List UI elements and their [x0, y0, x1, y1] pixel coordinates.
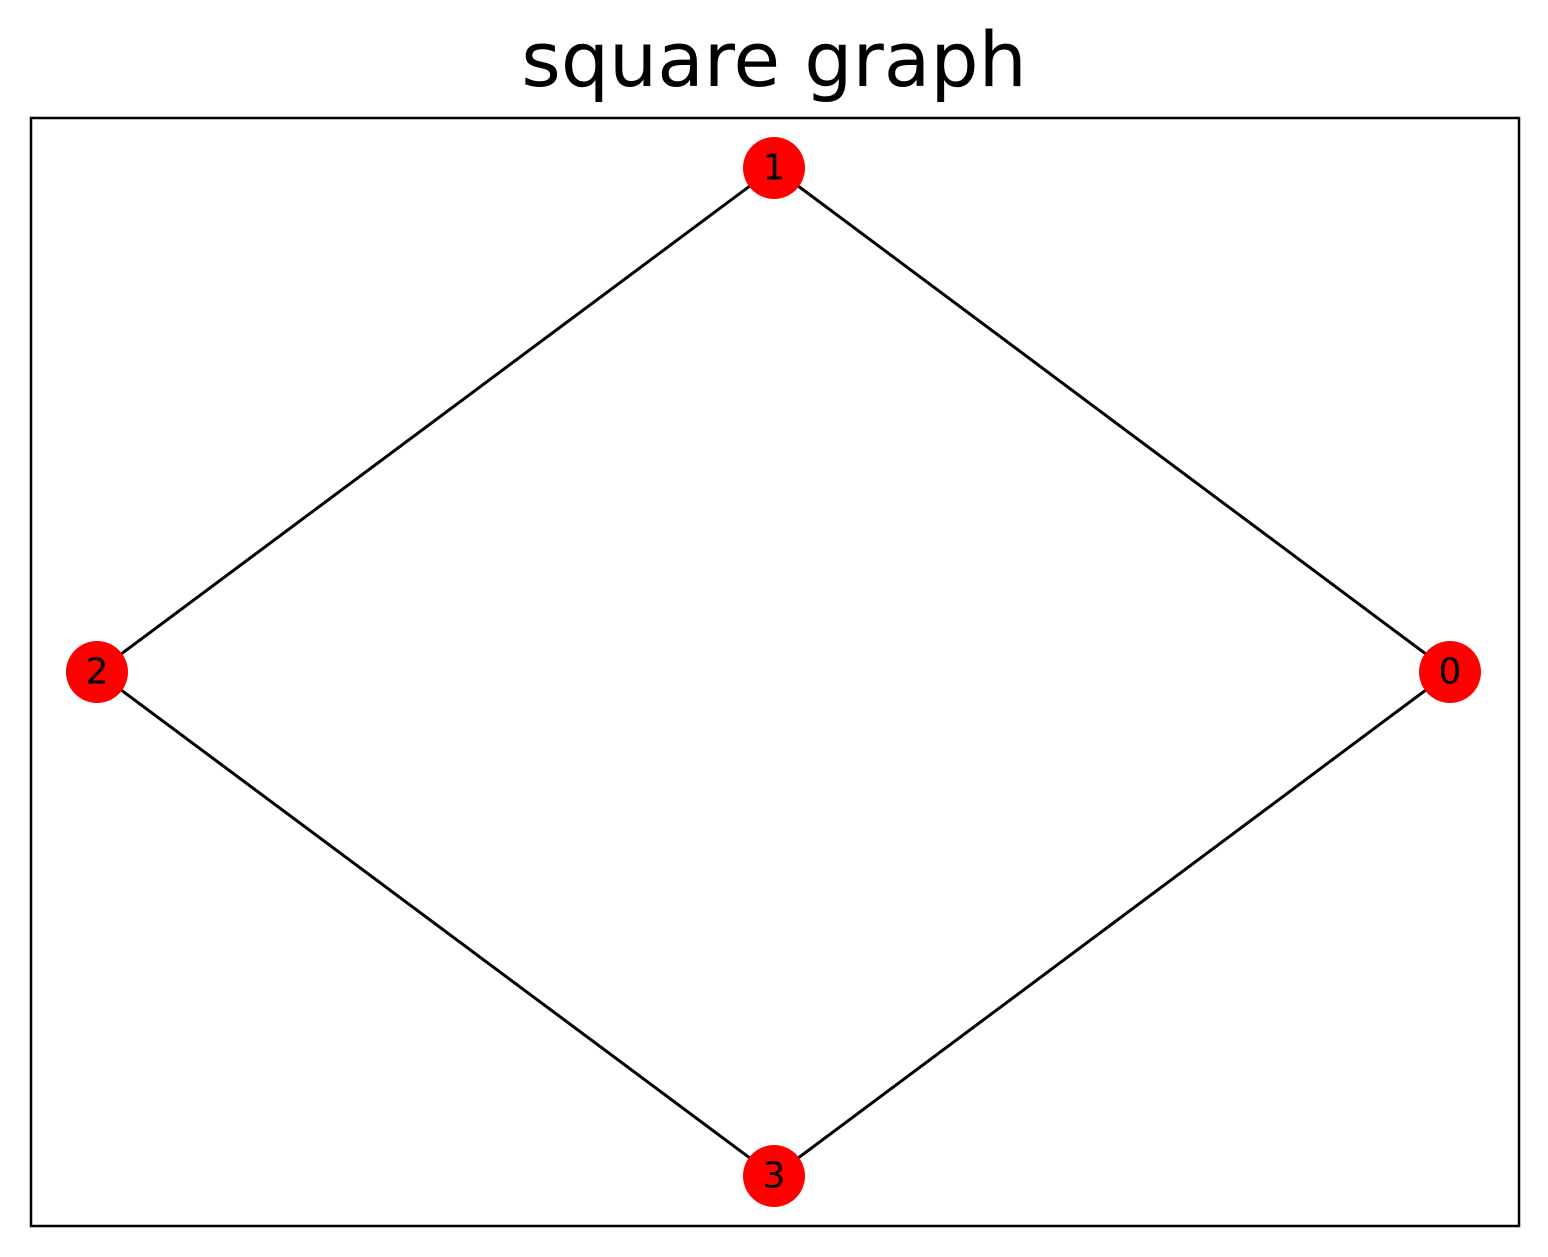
- plot-frame: [29, 116, 1521, 1228]
- edge-3-0: [773, 670, 1451, 1178]
- nodes-layer: 0 1 2 3: [66, 137, 1481, 1207]
- node-2: 2: [66, 641, 128, 703]
- node-1: 1: [743, 137, 805, 199]
- node-circle-2: [66, 641, 128, 703]
- node-circle-0: [1419, 641, 1481, 703]
- edges-layer: [96, 166, 1451, 1178]
- node-3: 3: [743, 1145, 805, 1207]
- node-label-2: 2: [86, 652, 109, 693]
- node-label-1: 1: [763, 148, 786, 189]
- edge-2-3: [96, 670, 775, 1178]
- node-circle-3: [743, 1145, 805, 1207]
- node-label-3: 3: [763, 1156, 786, 1197]
- node-0: 0: [1419, 641, 1481, 703]
- edge-0-1: [773, 166, 1451, 674]
- node-label-0: 0: [1439, 652, 1462, 693]
- node-circle-1: [743, 137, 805, 199]
- edge-1-2: [96, 166, 775, 674]
- diagram-title: square graph: [521, 15, 1027, 104]
